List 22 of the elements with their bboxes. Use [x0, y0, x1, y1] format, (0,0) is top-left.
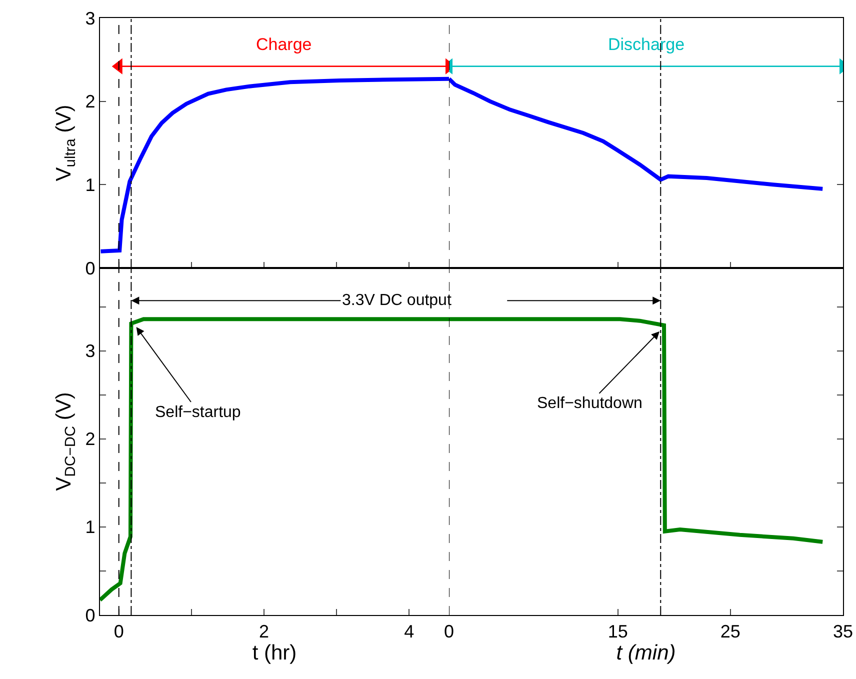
- annotation: 3.3V DC output: [342, 292, 452, 309]
- x-tick-label: 0: [444, 622, 454, 642]
- y-tick-label: 1: [85, 174, 96, 195]
- x-axis-title: t (min): [616, 642, 676, 665]
- series-label: Discharge: [608, 35, 685, 54]
- x-axis-title: t (hr): [252, 642, 297, 665]
- x-tick-label: 0: [114, 622, 124, 642]
- y-tick-label: 3: [85, 341, 96, 362]
- x-tick-label: 35: [832, 622, 854, 642]
- x-tick-label: 25: [720, 622, 740, 642]
- y-tick-label: 3: [85, 8, 96, 28]
- annotation: Self−shutdown: [537, 395, 642, 412]
- annotation: Self−startup: [155, 404, 241, 421]
- y-tick-label: 2: [85, 429, 96, 450]
- y-tick-label: 1: [85, 517, 96, 538]
- series-label: Charge: [256, 35, 312, 54]
- y-tick-label: 0: [85, 605, 96, 626]
- x-tick-label: 15: [608, 622, 628, 642]
- y-tick-label: 2: [85, 92, 96, 112]
- x-tick-label: 4: [404, 622, 414, 642]
- x-tick-label: 2: [258, 622, 269, 642]
- y-tick-label: 0: [85, 258, 96, 278]
